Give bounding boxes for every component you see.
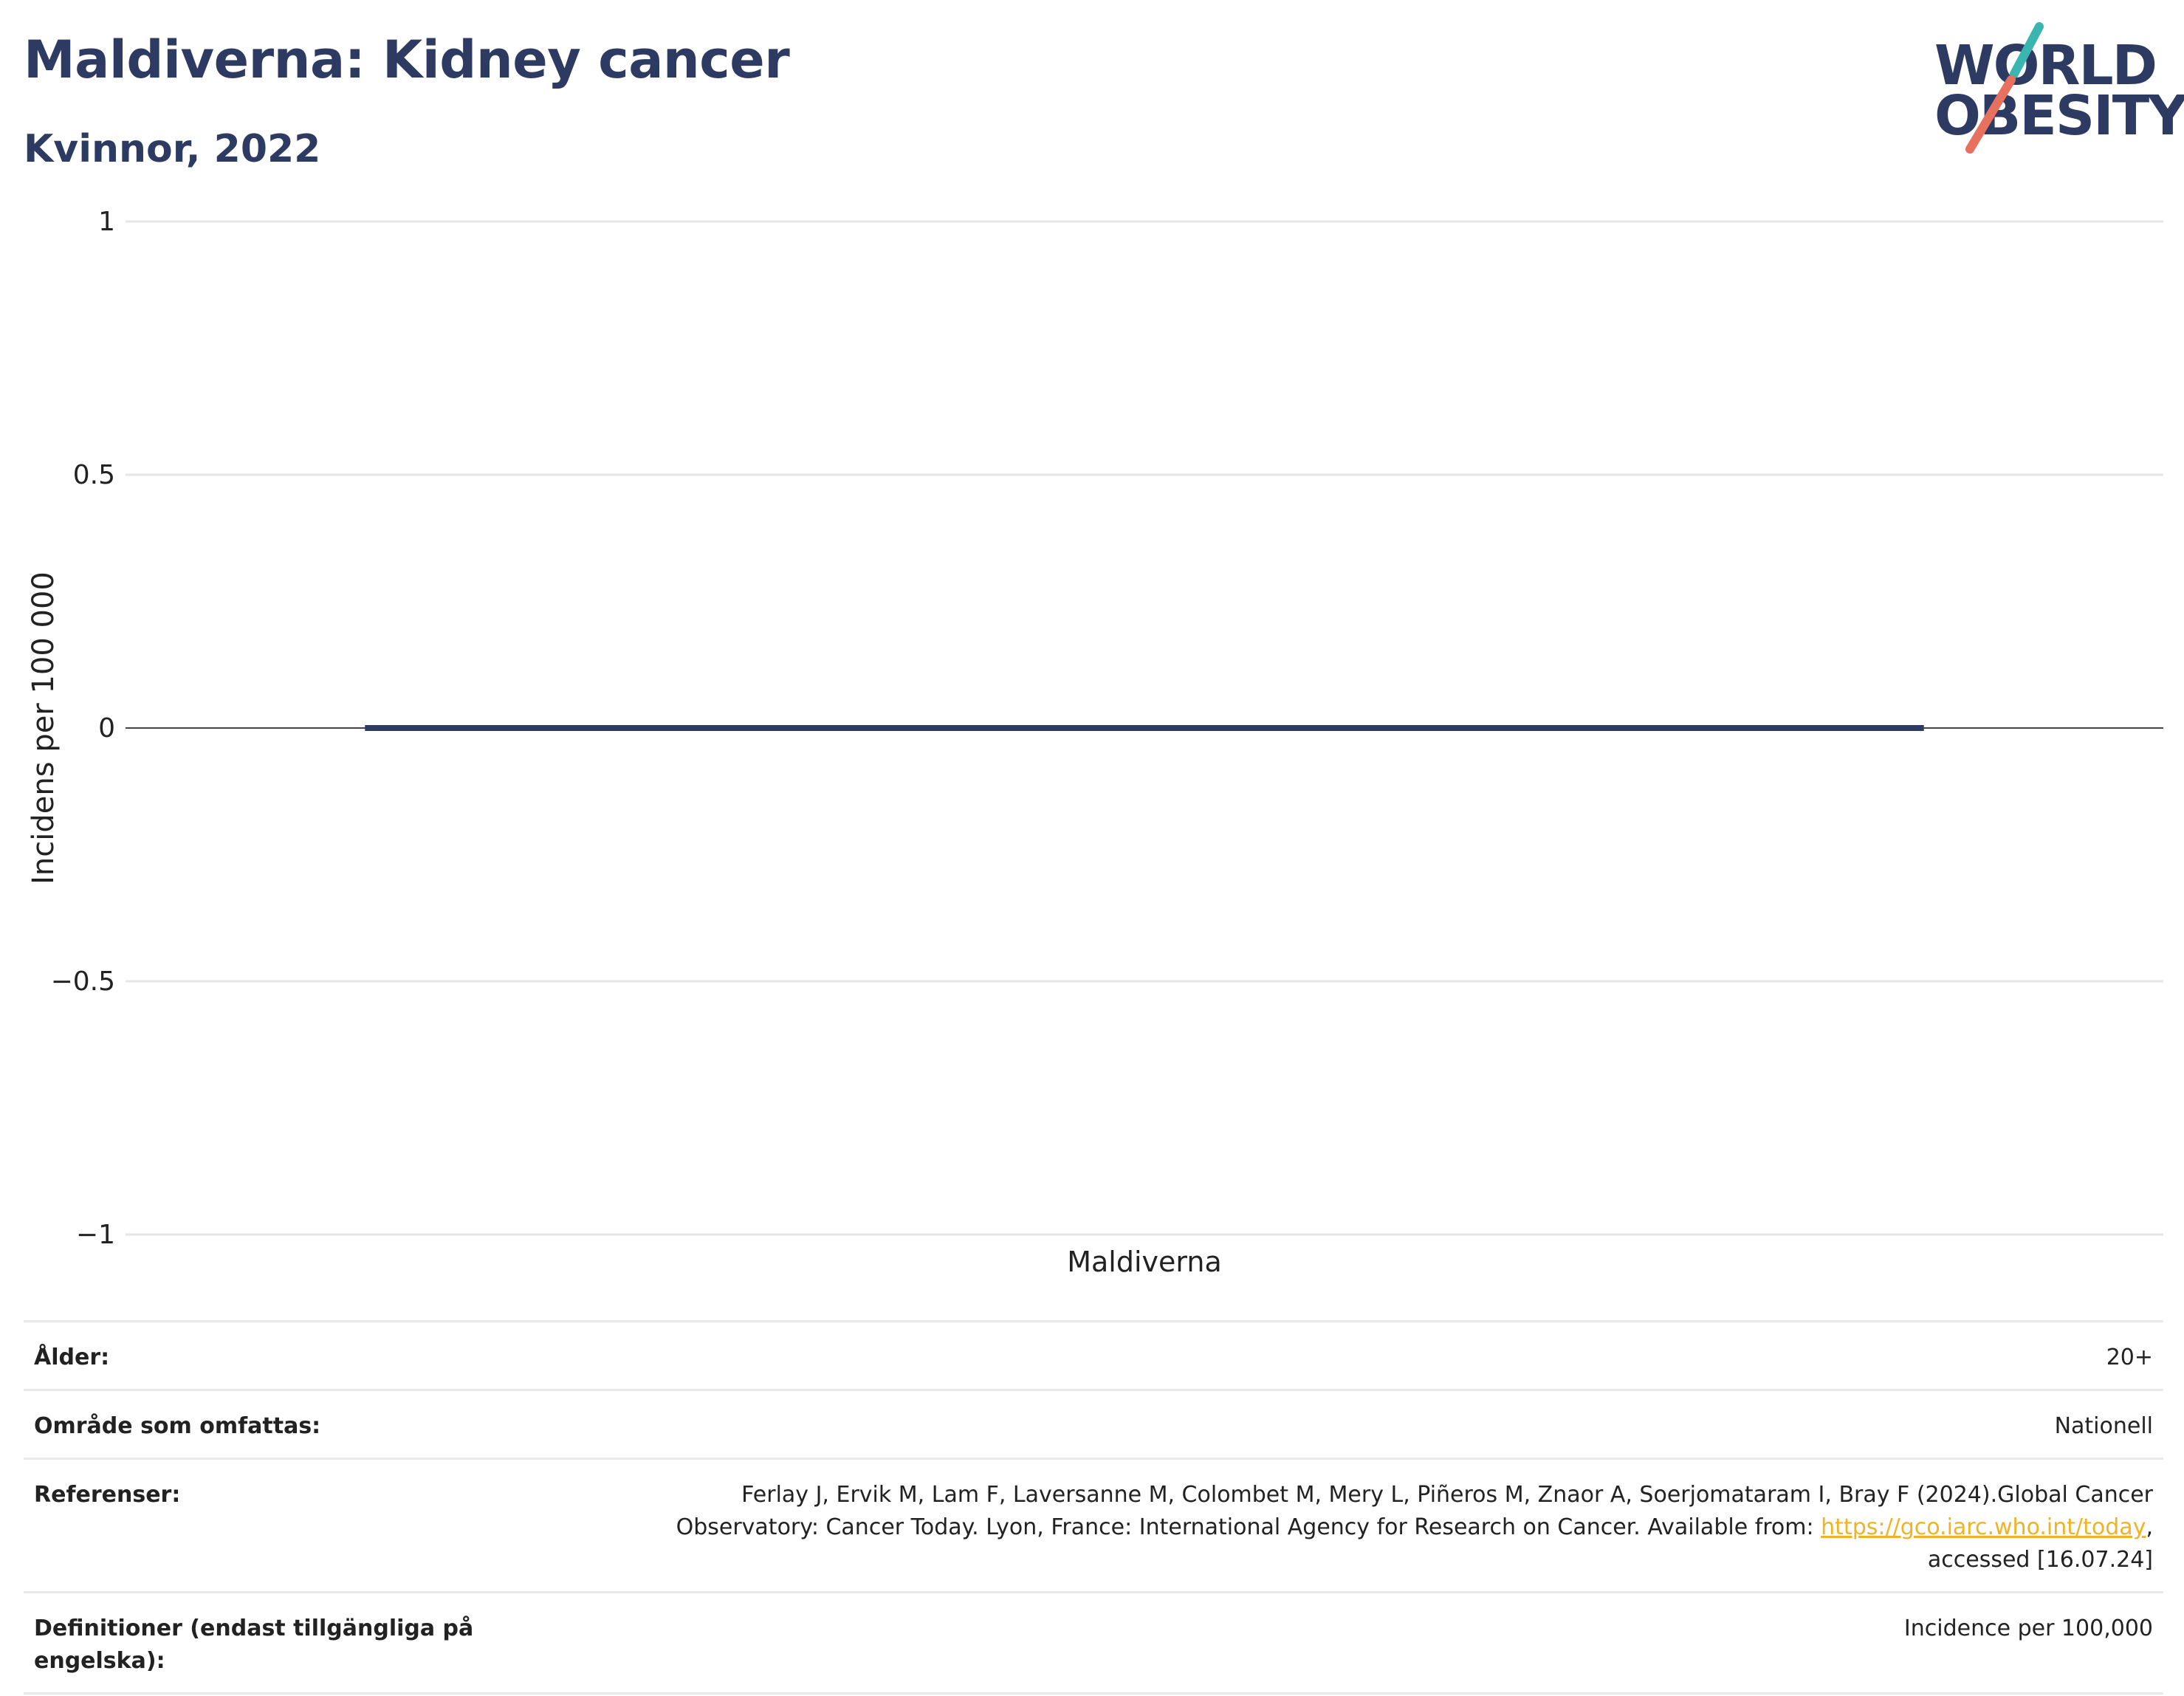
bar	[365, 725, 1924, 731]
page-title: Maldiverna: Kidney cancer	[24, 30, 790, 90]
reference-line-1: Ferlay J, Ervik M, Lam F, Laversanne M, …	[741, 1482, 2153, 1508]
definitions-label: Definitioner (endast tillgängliga på eng…	[34, 1616, 474, 1674]
y-tick-label: 0	[98, 713, 115, 744]
reference-line-2: Observatory: Cancer Today. Lyon, France:…	[676, 1514, 1821, 1540]
y-tick-label: 0.5	[73, 460, 115, 490]
y-axis-title: Incidens per 100 000	[27, 571, 61, 885]
reference-line-3: accessed [16.07.24]	[1927, 1547, 2153, 1573]
age-value: 20+	[2106, 1345, 2153, 1370]
definitions-value: Incidence per 100,000	[1903, 1616, 2153, 1641]
info-row-definitions: Definitioner (endast tillgängliga på eng…	[24, 1593, 2163, 1695]
reference-link[interactable]: https://gco.iarc.who.int/today	[1821, 1514, 2146, 1540]
info-row-age: Ålder: 20+	[24, 1322, 2163, 1391]
references-value: Ferlay J, Ervik M, Lam F, Laversanne M, …	[506, 1479, 2153, 1576]
age-label: Ålder:	[34, 1345, 110, 1370]
y-tick-label: 1	[98, 207, 115, 237]
x-tick-label: Maldiverna	[1067, 1246, 1222, 1277]
bar-chart: 1 0.5 0 −0.5 −1 Maldiverna Incidens per 100 00…	[27, 207, 2163, 1277]
info-row-references: Referenser: Ferlay J, Ervik M, Lam F, La…	[24, 1460, 2163, 1593]
y-tick-label: −1	[76, 1220, 115, 1250]
y-tick-label: −0.5	[51, 967, 115, 997]
area-label: Område som omfattas:	[34, 1413, 321, 1439]
world-obesity-logo: WORLD OBESITY	[1920, 22, 2184, 155]
logo-line-1: WORLD	[1934, 34, 2157, 97]
logo-slash-icon	[1965, 22, 2044, 154]
info-table: Ålder: 20+ Område som omfattas: Nationel…	[24, 1320, 2163, 1695]
reference-comma: ,	[2146, 1514, 2153, 1540]
area-value: Nationell	[2054, 1413, 2153, 1439]
references-label: Referenser:	[34, 1482, 181, 1508]
info-row-area: Område som omfattas: Nationell	[24, 1391, 2163, 1460]
page-subtitle: Kvinnor, 2022	[24, 127, 321, 171]
